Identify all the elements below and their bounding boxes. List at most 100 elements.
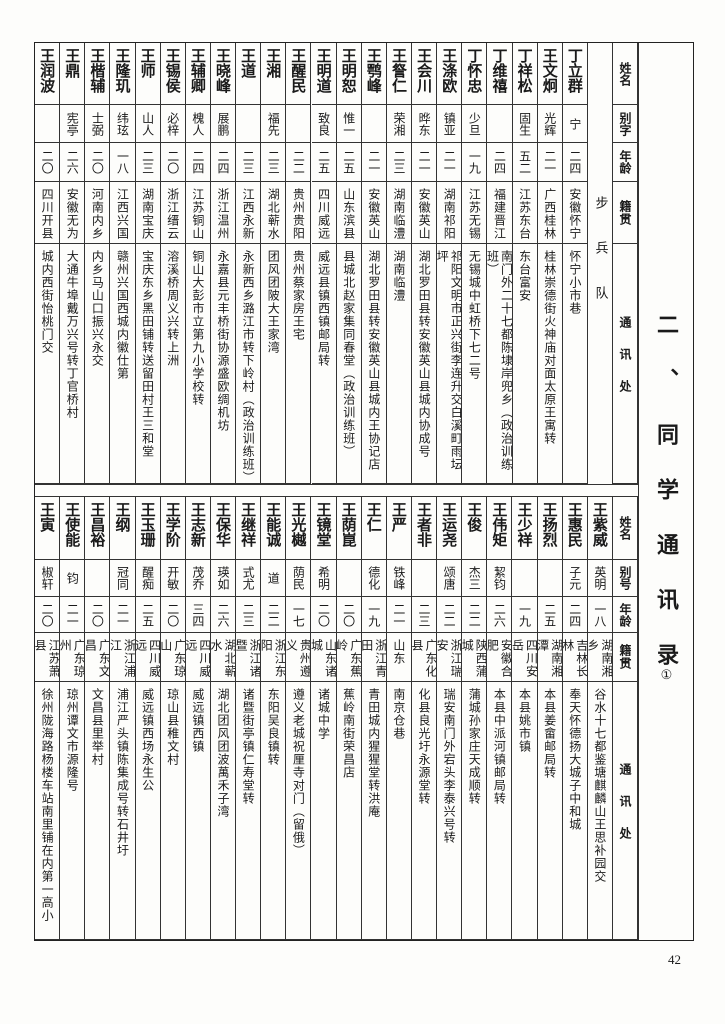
- address-text: 贵州蔡家房王宅: [291, 250, 306, 341]
- cell-name: 王晓峰: [210, 43, 237, 105]
- cell-address: 徐州陇海路杨楼车站南里铺在内第一高小: [35, 682, 61, 940]
- native-text: 浙江温州: [216, 188, 231, 240]
- cell-alias: [411, 560, 438, 597]
- address-text: 团风团陂大王家湾: [266, 250, 281, 354]
- header-name: 姓名: [613, 497, 638, 560]
- table-row: 王少祥 一九 四川安岳 本县姚市镇: [512, 497, 538, 940]
- alias-text: 展鹏: [216, 111, 231, 136]
- cell-address: 本县姜畲邮局转: [537, 682, 563, 940]
- native-text: 广东文昌: [85, 639, 111, 678]
- cell-native: 广东化县: [411, 633, 438, 682]
- cell-name: 王者非: [411, 497, 438, 560]
- cell-address: 化县良光圩永源堂转: [411, 682, 438, 940]
- age-text: 二一: [65, 602, 80, 627]
- table-row: 王惠民 子元 二四 吉林长林 奉天怀德扬大城子中和城: [562, 497, 588, 940]
- address-text: 威远镇西镇: [190, 688, 205, 753]
- cell-age: 二三: [411, 597, 438, 633]
- native-text: 浙江浦江: [110, 639, 136, 678]
- cell-name: 王玉珊: [135, 497, 161, 560]
- cell-native: 安徽无为: [60, 182, 86, 244]
- cell-address: 南门外二十七都陈埭岸兜乡（政治训练班）: [487, 244, 513, 484]
- header-alias: 别号: [613, 560, 638, 597]
- age-text: 一九: [366, 602, 381, 627]
- cell-native: 浙江东阳: [261, 633, 287, 682]
- age-text: 二二: [266, 602, 281, 627]
- cell-name: 王会川: [412, 43, 438, 105]
- age-text: 二〇: [165, 602, 180, 627]
- table-row: 王鹗峰 二一 安徽英山 湖北罗田县转安徽英山县城内王协记店: [361, 43, 387, 484]
- cell-alias: 瑛如: [210, 560, 237, 597]
- native-text: 四川开县: [40, 188, 55, 240]
- cell-alias: 山人: [135, 105, 161, 143]
- native-text: 安徽英山: [417, 188, 432, 240]
- alias-text: 絜钧: [492, 566, 507, 590]
- native-text: 陕西蒲城: [462, 639, 488, 678]
- name-text: 王隆玑: [113, 48, 132, 93]
- table-row: 王严 铁峰 二一 山东 南京仓巷: [386, 497, 412, 940]
- cell-age: 二六: [210, 597, 237, 633]
- age-text: 三四: [190, 602, 205, 627]
- cell-alias: 絜钧: [487, 560, 513, 597]
- header-name-text: 姓名: [618, 61, 632, 86]
- name-text: 王仁: [364, 502, 383, 532]
- alias-text: 晔东: [417, 111, 432, 136]
- address-text: 徐州陇海路杨楼车站南里铺在内第一高小: [40, 688, 55, 922]
- alias-text: 冠同: [115, 566, 130, 590]
- native-text: 广西桂林: [542, 188, 557, 240]
- alias-text: 必梓: [165, 111, 180, 136]
- cell-address: 威远镇西场永生公: [135, 682, 161, 940]
- alias-text: 镇亚: [442, 111, 457, 136]
- cell-address: 瑞安南门外宕头李泰兴号转: [437, 682, 463, 940]
- cell-age: 一九: [361, 597, 387, 633]
- native-text: 吉林长林: [562, 639, 588, 678]
- table-row: 王辅卿 槐人 二四 江苏铜山 铜山大彭市立第九小学校转: [185, 43, 211, 484]
- alias-text: 钧: [65, 572, 80, 584]
- cell-name: 王湘: [261, 43, 287, 105]
- address-text: 怀宁小市巷: [567, 250, 582, 315]
- troop-label: 步兵队: [588, 43, 613, 484]
- cell-name: 王俊: [462, 497, 488, 560]
- name-text: 王润波: [38, 48, 57, 93]
- name-text: 丁祥松: [515, 48, 534, 93]
- cell-native: 安徽英山: [412, 182, 438, 244]
- alias-text: 子元: [567, 566, 582, 590]
- name-text: 王辅卿: [188, 48, 207, 93]
- address-text: 威远镇西场永生公: [140, 688, 155, 792]
- cell-age: 二〇: [160, 143, 186, 182]
- cell-age: 二四: [562, 597, 588, 633]
- cell-name: 丁立群: [562, 43, 588, 105]
- header-alias: 别字: [613, 105, 638, 143]
- table-row: 王晓峰 展鹏 二四 浙江温州 永嘉县元丰桥街协源盛欧绸机坊: [210, 43, 237, 484]
- cell-age: 二五: [537, 597, 563, 633]
- name-text: 王少祥: [515, 502, 534, 547]
- cell-native: 广东蕉岭: [336, 633, 362, 682]
- cell-age: 二〇: [85, 597, 111, 633]
- cell-name: 王文炯: [537, 43, 563, 105]
- name-text: 王鼎: [63, 48, 82, 78]
- age-text: 二五: [341, 150, 356, 174]
- cell-alias: 宁: [562, 105, 588, 143]
- header-address-text: 通讯处: [618, 762, 632, 859]
- native-text: 湖北蕲水: [266, 188, 281, 240]
- alias-text: 铁峰: [391, 566, 406, 590]
- table-row: 王学阶 开敏 二〇 广东琼山 琼山县稚文村: [160, 497, 186, 940]
- name-text: 王严: [389, 502, 408, 532]
- age-text: 二〇: [40, 150, 55, 174]
- age-text: 二〇: [90, 150, 105, 174]
- age-text: 二四: [190, 150, 205, 174]
- table-row: 王玉珊 醒痴 二五 四川威远 威远镇西场永生公: [135, 497, 161, 940]
- address-text: 文昌县里举村: [90, 688, 105, 766]
- cell-alias: 士弼: [85, 105, 111, 143]
- name-text: 王醒民: [289, 48, 308, 93]
- cell-age: 二〇: [336, 597, 362, 633]
- age-text: 二二: [442, 602, 457, 627]
- address-text: 湖北团风团波萬禾子湾: [215, 688, 230, 818]
- header-native-text: 籍贯: [618, 199, 632, 226]
- cell-age: 二四: [210, 143, 237, 182]
- name-text: 王昌裕: [88, 502, 107, 547]
- age-text: 二四: [492, 150, 507, 174]
- name-text: 王文炯: [540, 48, 559, 93]
- name-text: 王荫崑: [339, 502, 358, 547]
- native-text: 江苏铜山: [190, 188, 205, 240]
- cell-native: 广东文昌: [85, 633, 111, 682]
